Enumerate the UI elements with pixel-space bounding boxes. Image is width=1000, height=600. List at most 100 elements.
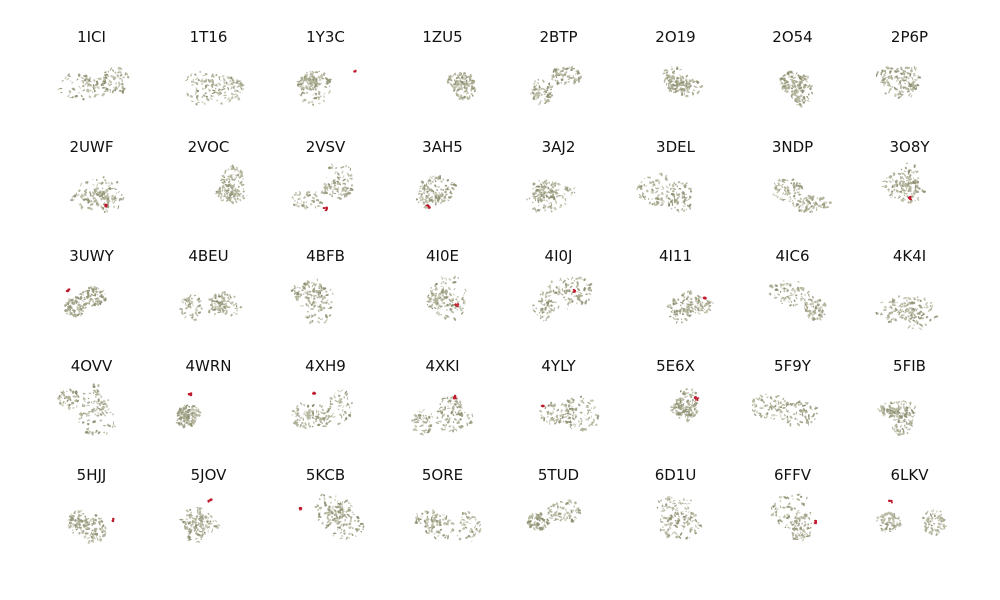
structure-id-label: 6LKV [890, 466, 929, 484]
structure-panel: 4OVV [33, 335, 150, 443]
protein-structure-image [179, 291, 243, 321]
protein-structure-image [532, 276, 593, 322]
structure-panel: 4BEU [150, 225, 267, 333]
structure-id-label: 5KCB [305, 466, 346, 484]
protein-structure-image [175, 392, 202, 429]
structure-panel: 4YLY [500, 335, 617, 443]
structure-id-label: 3DEL [656, 138, 695, 156]
structure-id-label: 3AJ2 [541, 138, 576, 156]
structure-id-label: 2VOC [187, 138, 230, 156]
protein-structure-image [662, 66, 704, 98]
structure-id-label: 2VSV [305, 138, 346, 156]
protein-structure-image [214, 164, 248, 205]
structure-id-label: 4K4I [892, 247, 927, 265]
structure-panel: 4K4I [851, 225, 968, 333]
protein-structure-image [296, 69, 357, 106]
structure-panel: 4I11 [617, 225, 734, 333]
structure-id-label: 2BTP [539, 28, 578, 46]
structure-panel: 3NDP [734, 116, 851, 224]
structure-panel: 6FFV [734, 444, 851, 552]
protein-structure-image [877, 400, 916, 436]
protein-structure-image [411, 394, 474, 436]
structure-id-label: 4BEU [188, 247, 229, 265]
protein-structure-image [526, 179, 576, 213]
protein-structure-image [426, 275, 467, 321]
structure-panel: 5JOV [150, 444, 267, 552]
structure-panel: 5TUD [500, 444, 617, 552]
protein-structure-image [290, 389, 354, 430]
structure-id-label: 3AH5 [422, 138, 463, 156]
structure-id-label: 1ZU5 [422, 28, 463, 46]
structure-panel: 4WRN [150, 335, 267, 443]
protein-structure-image [185, 70, 245, 106]
protein-structure-image [63, 286, 107, 318]
protein-structure-image [290, 278, 334, 325]
protein-structure-image [770, 493, 818, 542]
structure-id-label: 1T16 [189, 28, 228, 46]
structure-id-label: 2UWF [69, 138, 114, 156]
structure-id-label: 3O8Y [889, 138, 930, 156]
structure-id-label: 5F9Y [774, 357, 811, 375]
structure-panel: 1Y3C [267, 6, 384, 114]
protein-structure-image [876, 499, 948, 536]
protein-structure-image [768, 280, 827, 321]
structure-id-label: 5TUD [537, 466, 580, 484]
structure-id-label: 4I11 [658, 247, 693, 265]
structure-panel: 5F9Y [734, 335, 851, 443]
protein-structure-image [298, 493, 365, 540]
protein-structure-image [875, 65, 922, 99]
structure-panel: 4BFB [267, 225, 384, 333]
protein-structure-image [446, 71, 477, 101]
structure-id-label: 4I0E [426, 247, 459, 265]
structure-id-label: 4XH9 [305, 357, 346, 375]
protein-structure-image [881, 162, 926, 204]
structure-id-label: 4WRN [185, 357, 232, 375]
protein-structure-image [539, 395, 600, 432]
protein-structure-image [414, 509, 482, 542]
structure-panel: 4I0E [384, 225, 501, 333]
structure-id-label: 4YLY [541, 357, 576, 375]
structure-panel: 5FIB [851, 335, 968, 443]
structure-panel: 1ICI [33, 6, 150, 114]
structure-id-label: 4BFB [306, 247, 345, 265]
structure-panel: 5ORE [384, 444, 501, 552]
protein-structure-image [57, 383, 116, 436]
protein-structure-image [875, 295, 939, 331]
structure-id-label: 6D1U [654, 466, 697, 484]
protein-structure-image [70, 176, 125, 213]
structure-id-label: 4IC6 [775, 247, 810, 265]
protein-structure-image [636, 172, 693, 213]
structure-panel: 3AH5 [384, 116, 501, 224]
structure-panel: 5HJJ [33, 444, 150, 552]
structure-panel: 5E6X [617, 335, 734, 443]
structure-id-label: 5HJJ [76, 466, 107, 484]
structure-panel: 5KCB [267, 444, 384, 552]
protein-structure-image [666, 290, 714, 324]
structure-id-label: 1ICI [77, 28, 106, 46]
structure-id-label: 4XKI [425, 357, 460, 375]
structure-panel: 3AJ2 [500, 116, 617, 224]
protein-structure-image [526, 499, 582, 531]
protein-structure-image [656, 495, 703, 540]
structure-id-label: 2P6P [890, 28, 929, 46]
structure-id-label: 3NDP [771, 138, 814, 156]
structure-panel: 2P6P [851, 6, 968, 114]
structure-panel: 2VOC [150, 116, 267, 224]
structure-panel: 3O8Y [851, 116, 968, 224]
protein-structure-image [772, 178, 832, 214]
structure-id-label: 1Y3C [306, 28, 345, 46]
structure-panel: 1ZU5 [384, 6, 501, 114]
structure-id-label: 2O19 [655, 28, 696, 46]
protein-structure-image [752, 393, 819, 427]
structure-panel: 4XH9 [267, 335, 384, 443]
structure-id-label: 5E6X [656, 357, 695, 375]
structure-id-label: 5FIB [893, 357, 926, 375]
structure-panel: 4XKI [384, 335, 501, 443]
structure-panel: 1T16 [150, 6, 267, 114]
structure-id-label: 5ORE [421, 466, 464, 484]
structure-panel: 2UWF [33, 116, 150, 224]
structure-id-label: 3UWY [69, 247, 114, 265]
protein-structure-image [179, 498, 221, 543]
structure-panel: 3DEL [617, 116, 734, 224]
